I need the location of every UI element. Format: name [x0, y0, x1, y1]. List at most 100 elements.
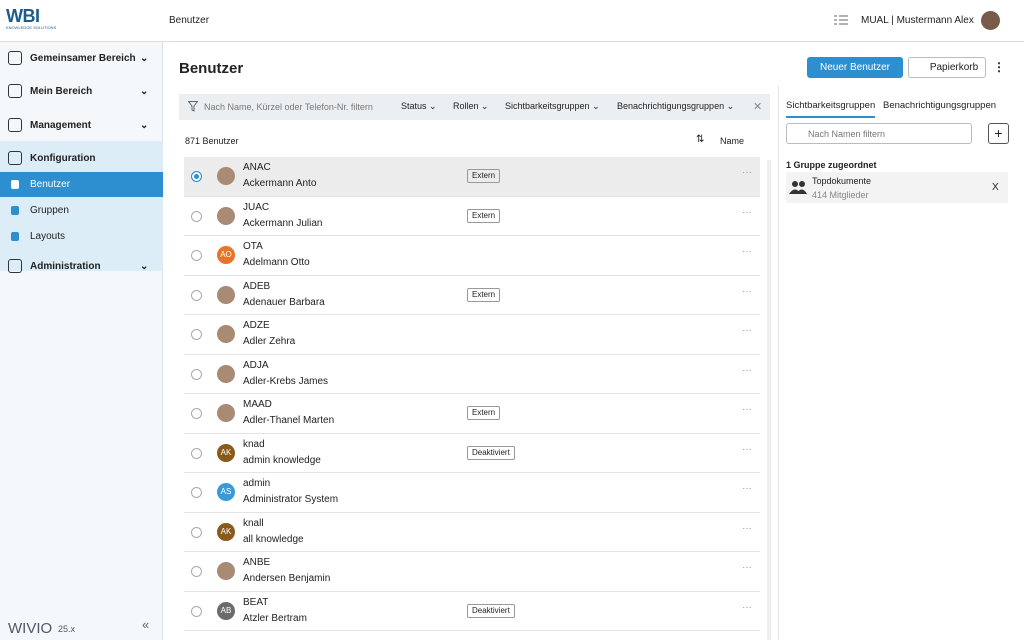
- user-name: Adler-Krebs James: [243, 375, 329, 387]
- row-menu[interactable]: ···: [742, 325, 752, 336]
- user-code: ADEB: [243, 280, 271, 292]
- avatar: AS: [217, 483, 235, 501]
- user-code: JUAC: [243, 201, 270, 213]
- nav-icon: [8, 259, 22, 273]
- user-row[interactable]: ADJA Adler-Krebs James ···: [184, 355, 760, 394]
- user-name: all knowledge: [243, 533, 304, 545]
- active-bg: [0, 172, 163, 197]
- row-menu[interactable]: ···: [742, 601, 752, 613]
- nav-icon: [8, 118, 22, 132]
- user-row[interactable]: AK knad admin knowledge Deaktiviert ···: [184, 434, 760, 473]
- radio[interactable]: [191, 605, 202, 617]
- radio[interactable]: [191, 250, 202, 261]
- user-row[interactable]: MAAD Adler-Thanel Marten Extern ···: [184, 394, 760, 434]
- user-code: knall: [243, 517, 264, 529]
- nav-item[interactable]: Gemeinsamer Bereich ⌄: [0, 42, 163, 75]
- user-name: Ackermann Anto: [243, 178, 317, 189]
- version: 25.x: [58, 624, 76, 634]
- user-name: Adler Zehra: [243, 336, 296, 347]
- radio[interactable]: [191, 487, 202, 498]
- radio[interactable]: [191, 329, 202, 340]
- header: WBI KNOWLEDGE SOLUTIONS Benutzer MUAL | …: [0, 0, 1024, 42]
- avatar: AB: [217, 601, 235, 620]
- nav-item[interactable]: Administration ⌄: [0, 250, 163, 283]
- add-group[interactable]: +: [988, 123, 1009, 144]
- user-row[interactable]: ADEB Adenauer Barbara Extern ···: [184, 276, 760, 315]
- group-members: 414 Mitglieder: [812, 190, 869, 200]
- group-filter[interactable]: Nach Namen filtern: [786, 123, 972, 144]
- user-row[interactable]: AS admin Administrator System ···: [184, 473, 760, 513]
- filter-dropdown[interactable]: Rollen ⌄: [453, 101, 489, 111]
- filter-dropdown[interactable]: Status ⌄: [401, 101, 437, 111]
- group-item[interactable]: Topdokumente 414 Mitglieder X: [786, 172, 1008, 203]
- clear-filter[interactable]: ✕: [753, 101, 763, 113]
- avatar-photo: [217, 404, 235, 422]
- section-bg: [0, 141, 163, 271]
- filter-input[interactable]: Nach Name, Kürzel oder Telefon-Nr. filte…: [204, 102, 373, 112]
- trash-button[interactable]: Papierkorb: [908, 57, 986, 78]
- radio[interactable]: [191, 447, 202, 459]
- user-row[interactable]: JUAC Ackermann Julian Extern ···: [184, 197, 760, 236]
- row-menu[interactable]: ···: [742, 404, 752, 415]
- row-menu[interactable]: ···: [742, 483, 752, 494]
- radio[interactable]: [191, 289, 202, 301]
- nav-subitem[interactable]: Layouts: [0, 224, 163, 249]
- filter-dropdown[interactable]: Benachrichtigungsgruppen ⌄: [617, 101, 735, 111]
- user-row[interactable]: AB BEAT Atzler Bertram Deaktiviert ···: [184, 592, 760, 631]
- nav-item[interactable]: Konfiguration: [0, 142, 163, 175]
- collapse[interactable]: «: [142, 617, 150, 632]
- panel-tab[interactable]: Sichtbarkeitsgruppen: [786, 100, 876, 118]
- user-row[interactable]: ANBE Andersen Benjamin ···: [184, 552, 760, 592]
- scrollbar[interactable]: [767, 160, 771, 640]
- user-menu[interactable]: MUAL | Mustermann Alex: [861, 15, 974, 26]
- sort-field[interactable]: Name: [720, 136, 745, 146]
- row-menu[interactable]: ···: [742, 285, 752, 297]
- user-row[interactable]: ANAC Ackermann Anto Extern ···: [184, 157, 760, 197]
- placeholder: Nach Namen filtern: [808, 129, 886, 139]
- user-row[interactable]: AO OTA Adelmann Otto ···: [184, 236, 760, 276]
- radio[interactable]: [191, 566, 202, 577]
- tasks-icon[interactable]: [834, 14, 848, 26]
- user-row[interactable]: ADZE Adler Zehra ···: [184, 315, 760, 355]
- user-name: Atzler Bertram: [243, 612, 307, 624]
- avatar-photo: [217, 285, 235, 304]
- filter-dropdown[interactable]: Sichtbarkeitsgruppen ⌄: [505, 101, 600, 111]
- user-code: ADZE: [243, 320, 270, 331]
- row-menu[interactable]: ···: [742, 246, 752, 257]
- user-tag: Extern: [467, 287, 501, 302]
- chevron: ⌄: [140, 120, 149, 131]
- sort-direction[interactable]: ⇅: [696, 134, 705, 145]
- radio[interactable]: [191, 171, 202, 182]
- chevron: ⌄: [140, 86, 149, 97]
- user-name: Adler-Thanel Marten: [243, 415, 335, 426]
- user-tag: Extern: [467, 406, 501, 420]
- nav-item[interactable]: Management ⌄: [0, 109, 163, 142]
- breadcrumb: Benutzer: [169, 15, 210, 26]
- user-avatar[interactable]: [981, 11, 1000, 30]
- radio[interactable]: [191, 368, 202, 380]
- avatar-photo: [217, 562, 235, 580]
- row-menu[interactable]: ···: [742, 562, 752, 573]
- row-menu[interactable]: ···: [742, 167, 752, 178]
- sub-icon: [11, 180, 19, 189]
- radio[interactable]: [191, 210, 202, 222]
- nav-item[interactable]: Mein Bereich ⌄: [0, 75, 163, 108]
- row-menu[interactable]: ···: [742, 206, 752, 218]
- nav-subitem[interactable]: Benutzer: [0, 172, 163, 197]
- row-menu[interactable]: ···: [742, 443, 752, 455]
- avatar: AK: [217, 522, 235, 541]
- more-menu[interactable]: ⋮: [993, 60, 1005, 74]
- user-row[interactable]: AK knall all knowledge ···: [184, 513, 760, 552]
- user-code: ADJA: [243, 359, 269, 371]
- row-menu[interactable]: ···: [742, 522, 752, 534]
- row-menu[interactable]: ···: [742, 364, 752, 376]
- group-icon: [789, 181, 807, 194]
- radio[interactable]: [191, 526, 202, 538]
- new-user-button[interactable]: Neuer Benutzer: [807, 57, 903, 78]
- user-name: Adelmann Otto: [243, 257, 310, 268]
- radio[interactable]: [191, 408, 202, 419]
- panel-tab[interactable]: Benachrichtigungsgruppen: [883, 100, 997, 111]
- remove-group[interactable]: X: [992, 182, 999, 193]
- nav-subitem[interactable]: Gruppen: [0, 198, 163, 223]
- user-code: MAAD: [243, 399, 272, 410]
